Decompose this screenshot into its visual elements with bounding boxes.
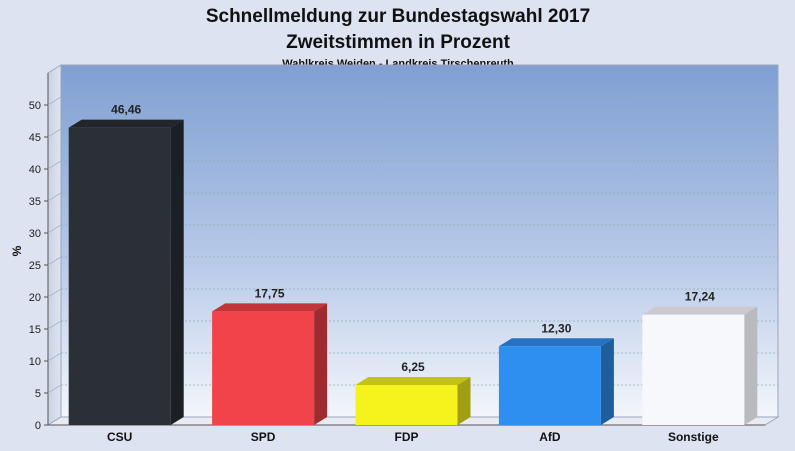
bar-front bbox=[498, 346, 601, 425]
gridline-wall bbox=[47, 96, 62, 106]
y-tick-label: 10 bbox=[29, 356, 41, 368]
gridline-wall bbox=[47, 352, 62, 362]
y-tick-label: 0 bbox=[35, 420, 41, 432]
bar-top bbox=[68, 119, 184, 128]
bar-top bbox=[212, 303, 328, 312]
gridline-wall bbox=[47, 224, 62, 234]
category-label: Sonstige bbox=[668, 430, 719, 444]
chart-title: Schnellmeldung zur Bundestagswahl 2017 bbox=[206, 6, 590, 27]
value-label: 46,46 bbox=[111, 103, 141, 117]
gridline-wall bbox=[47, 192, 62, 202]
bar-side bbox=[744, 306, 758, 425]
bar-top bbox=[642, 306, 758, 315]
value-label: 17,24 bbox=[685, 290, 715, 304]
bar-spd bbox=[212, 303, 328, 425]
bar-side bbox=[314, 303, 328, 425]
y-tick-label: 20 bbox=[29, 292, 41, 304]
y-tick-label: 50 bbox=[29, 100, 41, 112]
y-tick-label: 25 bbox=[29, 260, 41, 272]
y-tick-label: 35 bbox=[29, 196, 41, 208]
bar-top bbox=[355, 377, 471, 385]
gridline-wall bbox=[47, 384, 62, 394]
y-axis-label: % bbox=[10, 245, 24, 256]
bar-side bbox=[600, 338, 614, 425]
value-labels: 46,46 17,75 6,25 12,30 17,24 bbox=[111, 103, 715, 374]
bar-front bbox=[642, 314, 745, 425]
plot-left-wall bbox=[47, 64, 62, 426]
bars bbox=[68, 119, 758, 425]
y-tick-label: 5 bbox=[35, 388, 41, 400]
bar-front bbox=[212, 311, 315, 425]
y-tick-label: 15 bbox=[29, 324, 41, 336]
bar-front bbox=[68, 127, 171, 425]
value-label: 17,75 bbox=[255, 286, 285, 300]
gridline-wall bbox=[47, 288, 62, 298]
value-label: 6,25 bbox=[401, 360, 425, 374]
y-tick-label: 30 bbox=[29, 228, 41, 240]
value-label: 12,30 bbox=[541, 321, 571, 335]
bar-csu bbox=[68, 119, 184, 425]
category-label: SPD bbox=[251, 430, 276, 444]
category-label: FDP bbox=[395, 430, 419, 444]
category-label: AfD bbox=[539, 430, 561, 444]
bar-afd bbox=[498, 338, 614, 425]
y-tick-label: 40 bbox=[29, 164, 41, 176]
y-tick-label: 45 bbox=[29, 132, 41, 144]
category-label: CSU bbox=[107, 430, 132, 444]
y-axis-ticks: 0 5 10 15 20 25 30 35 40 45 50 bbox=[29, 100, 48, 432]
x-axis-categories: CSU SPD FDP AfD Sonstige bbox=[107, 430, 719, 444]
gridline-wall bbox=[47, 320, 62, 330]
gridline-wall bbox=[47, 128, 62, 138]
bar-fdp bbox=[355, 377, 471, 425]
bar-side bbox=[457, 377, 471, 425]
bar-sonstige bbox=[642, 306, 758, 425]
chart-subtitle: Zweitstimmen in Prozent bbox=[286, 32, 510, 53]
bar-top bbox=[498, 338, 614, 347]
gridline-wall bbox=[47, 256, 62, 266]
bar-front bbox=[355, 385, 458, 425]
bar-side bbox=[170, 119, 184, 425]
gridline-wall bbox=[47, 160, 62, 170]
